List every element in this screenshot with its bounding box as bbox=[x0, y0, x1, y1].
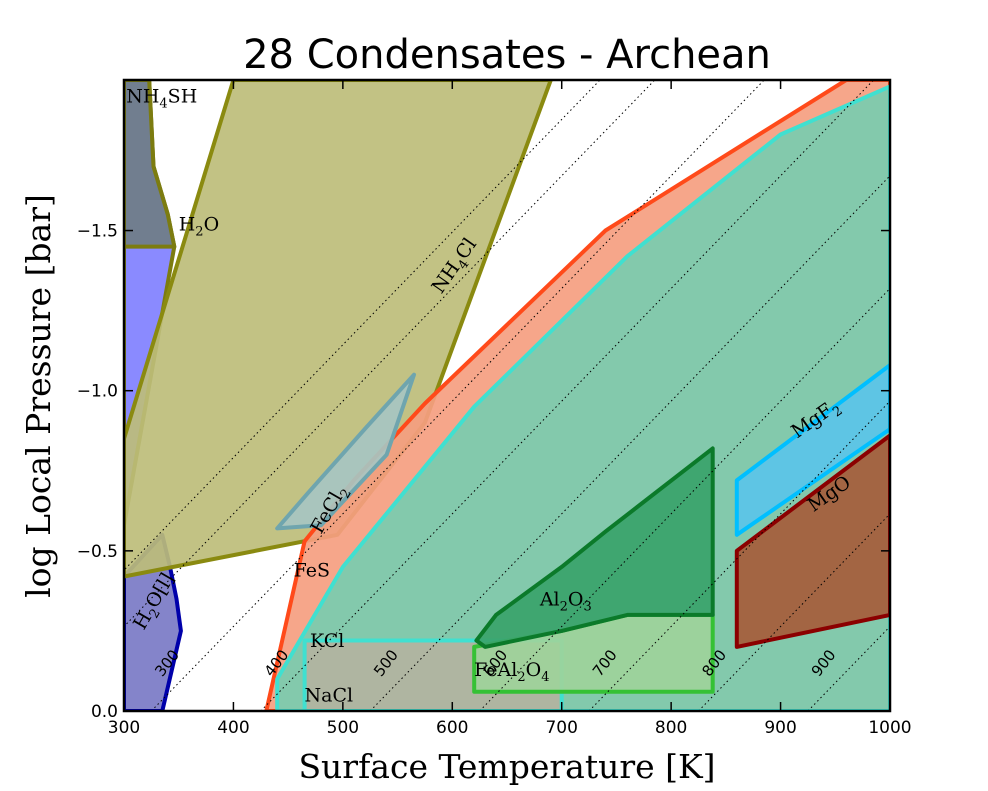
label-feal2o4: FeAl2O4 bbox=[474, 659, 549, 685]
isotherm-label-150: 150 bbox=[0, 646, 19, 680]
label-fes: FeS bbox=[294, 559, 330, 581]
x-tick-label-600: 600 bbox=[436, 718, 468, 738]
label-nh4sh: NH4SH bbox=[126, 85, 197, 111]
label-al2o3: Al2O3 bbox=[539, 588, 592, 614]
x-tick-label-1000: 1000 bbox=[868, 718, 911, 738]
y-axis-label: log Local Pressure [bar] bbox=[19, 194, 58, 598]
label-h2o: H2O bbox=[179, 214, 219, 240]
isotherm-label-200: 200 bbox=[42, 646, 74, 680]
x-tick-label-800: 800 bbox=[655, 718, 687, 738]
label-kcl: KCl bbox=[310, 630, 344, 652]
region-nh4sh bbox=[124, 80, 177, 249]
x-axis-label: Surface Temperature [K] bbox=[298, 747, 715, 786]
region-al2o3 bbox=[474, 446, 715, 649]
x-axis-ticks: 300 400 500 600 700 800 900 1000 bbox=[108, 80, 912, 738]
chart-title: 28 Condensates - Archean bbox=[243, 32, 771, 78]
x-tick-label-500: 500 bbox=[327, 718, 359, 738]
x-tick-label-700: 700 bbox=[545, 718, 577, 738]
y-tick-label--0.5: −0.5 bbox=[77, 542, 118, 562]
region-fecl2 bbox=[275, 372, 416, 531]
plot-frame bbox=[122, 78, 892, 713]
y-tick-label-0: 0.0 bbox=[91, 702, 118, 722]
y-tick-label--1.5: −1.5 bbox=[77, 222, 118, 242]
label-nacl: NaCl bbox=[305, 684, 354, 706]
region-mgf2 bbox=[734, 363, 890, 537]
x-tick-label-300: 300 bbox=[108, 718, 140, 738]
region-mgo bbox=[734, 433, 890, 649]
x-tick-label-900: 900 bbox=[764, 718, 796, 738]
condensate-regions bbox=[124, 80, 890, 711]
y-tick-label--1: −1.0 bbox=[77, 382, 118, 402]
y-axis-ticks: 0.0 −0.5 −1.0 −1.5 bbox=[77, 222, 890, 722]
plot-area: NH4SHH2OH2O[l]NH4ClFeCl2FeSKClNaClAl2O3F… bbox=[0, 80, 890, 711]
x-tick-label-400: 400 bbox=[217, 718, 249, 738]
